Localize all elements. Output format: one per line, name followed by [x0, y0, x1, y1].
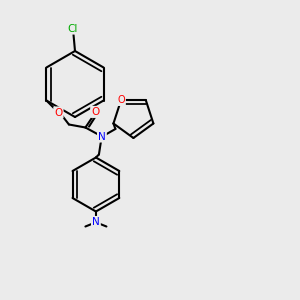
Text: O: O: [91, 107, 99, 117]
Text: O: O: [54, 107, 62, 118]
Text: O: O: [117, 95, 125, 105]
Text: Cl: Cl: [68, 23, 78, 34]
Text: N: N: [92, 217, 100, 227]
Text: N: N: [98, 131, 106, 142]
